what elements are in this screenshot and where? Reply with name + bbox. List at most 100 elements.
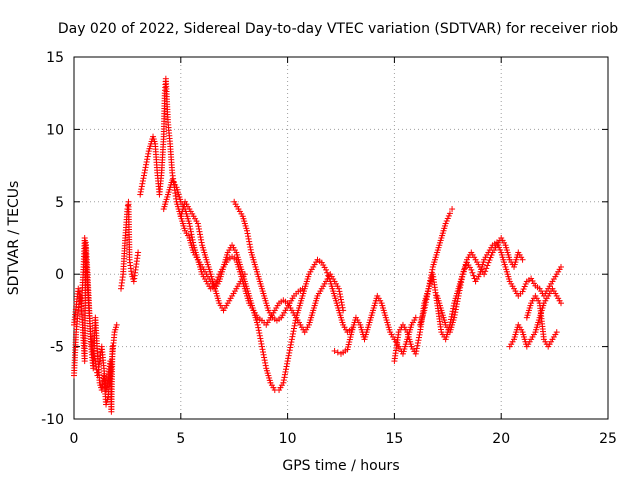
data-point (245, 233, 252, 240)
data-point (288, 336, 295, 343)
data-point (335, 285, 342, 292)
data-point (484, 262, 491, 269)
data-point (289, 330, 296, 337)
x-tick-label: 0 (70, 431, 79, 447)
data-point (143, 161, 150, 168)
data-point (186, 223, 193, 230)
data-point (261, 357, 268, 364)
data-point (469, 269, 476, 276)
data-point (448, 313, 455, 320)
data-point (285, 352, 292, 359)
data-point (292, 320, 299, 327)
x-tick-label: 10 (279, 431, 297, 447)
data-point (340, 307, 347, 314)
data-point (285, 355, 292, 362)
data-point (458, 279, 465, 286)
data-point (494, 241, 501, 248)
data-point (254, 321, 261, 328)
data-point (290, 328, 297, 335)
data-point (336, 291, 343, 298)
data-point (460, 268, 467, 275)
data-point (197, 234, 204, 241)
data-point (140, 172, 147, 179)
data-point (337, 293, 344, 300)
x-tick-label: 25 (599, 431, 617, 447)
data-point (144, 153, 151, 160)
data-point (458, 276, 465, 283)
data-point (455, 292, 462, 299)
data-point (497, 246, 504, 253)
data-point (241, 271, 248, 278)
data-point (255, 327, 262, 334)
data-point (454, 295, 461, 302)
data-point (142, 167, 149, 174)
data-point (246, 238, 253, 245)
data-point (284, 360, 291, 367)
data-point (558, 263, 565, 270)
data-point (284, 358, 291, 365)
data-point (493, 239, 500, 246)
data-point (282, 368, 289, 375)
data-point (413, 345, 420, 352)
data-point (324, 269, 331, 276)
data-point (140, 175, 147, 182)
data-point (442, 220, 449, 227)
data-point (445, 212, 452, 219)
data-point (281, 374, 288, 381)
grid-lines (74, 57, 608, 419)
data-point (444, 215, 451, 222)
data-point (429, 266, 436, 273)
data-point (483, 265, 490, 272)
data-point (446, 210, 453, 217)
y-tick-label: 15 (46, 50, 64, 66)
data-point (449, 308, 456, 315)
data-point (245, 235, 252, 242)
data-point (258, 340, 265, 347)
chart-title: Day 020 of 2022, Sidereal Day-to-day VTE… (58, 21, 618, 37)
data-point (141, 169, 148, 176)
data-point (258, 343, 265, 350)
y-axis-label: SDTVAR / TECUs (6, 181, 22, 296)
data-point (262, 359, 269, 366)
data-point (414, 342, 421, 349)
data-point (423, 296, 430, 303)
data-point (135, 249, 142, 256)
data-point (496, 244, 503, 251)
data-point (424, 291, 431, 298)
data-point (413, 348, 420, 355)
data-point (421, 304, 428, 311)
data-point (247, 244, 254, 251)
y-tick-label: 0 (55, 267, 64, 283)
data-point (422, 299, 429, 306)
data-point (291, 325, 298, 332)
data-point (186, 220, 193, 227)
y-tick-label: -10 (41, 412, 64, 428)
data-point (259, 346, 266, 353)
data-point (553, 329, 560, 336)
data-point (257, 338, 264, 345)
data-point (280, 379, 287, 386)
data-point (286, 349, 293, 356)
data-point (289, 333, 296, 340)
data-point (287, 344, 294, 351)
data-point (450, 305, 457, 312)
data-point (468, 266, 475, 273)
data-point (283, 363, 290, 370)
data-point (280, 377, 287, 384)
data-point (416, 331, 423, 338)
data-point (244, 227, 251, 234)
data-point (195, 225, 202, 232)
data-point (257, 335, 264, 342)
x-axis-label: GPS time / hours (282, 458, 399, 474)
data-point (198, 239, 205, 246)
data-point (261, 354, 268, 361)
data-point (338, 299, 345, 306)
data-point (282, 366, 289, 373)
data-point (246, 241, 253, 248)
data-point (247, 246, 254, 253)
data-point (449, 311, 456, 318)
data-point (187, 228, 194, 235)
data-point (456, 287, 463, 294)
data-point (338, 296, 344, 303)
